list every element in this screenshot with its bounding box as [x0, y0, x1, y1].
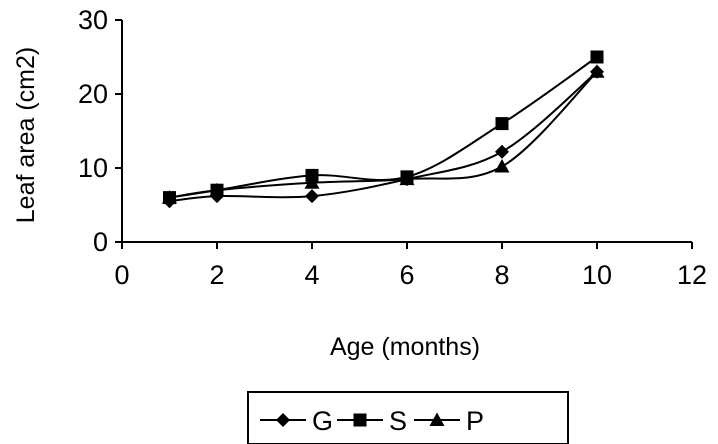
x-tick-label: 2 — [209, 260, 224, 290]
data-point-P-3 — [399, 171, 415, 186]
y-axis-title: Leaf area (cm2) — [12, 47, 40, 223]
data-point-G-4 — [495, 144, 509, 159]
series-line-G — [169, 71, 598, 203]
legend-entry-S: S — [337, 406, 407, 436]
data-point-S-4 — [495, 117, 509, 131]
y-tick-label: 20 — [78, 79, 108, 109]
legend-label: G — [312, 406, 333, 436]
data-point-P-4 — [494, 159, 510, 173]
x-axis-title: Age (months) — [330, 333, 480, 361]
y-tick-label: 0 — [93, 227, 108, 257]
legend-entry-G: G — [260, 406, 333, 436]
data-point-P-0 — [162, 190, 177, 204]
x-tick-label: 4 — [304, 260, 319, 290]
data-point-G-2 — [305, 189, 319, 204]
x-tick-label: 12 — [677, 260, 707, 290]
legend-box — [247, 391, 569, 444]
y-tick-label: 30 — [78, 5, 108, 35]
x-tick-label: 6 — [399, 260, 414, 290]
series-layer — [162, 50, 605, 209]
legend-marker-P — [429, 412, 445, 426]
axes: 0 10 20 30 0 2 4 6 8 10 12 — [78, 5, 707, 290]
x-tick-label: 10 — [582, 260, 612, 290]
legend-marker-S — [353, 413, 367, 427]
legend-marker-G — [276, 413, 290, 427]
x-tick-label: 0 — [114, 260, 129, 290]
data-point-P-2 — [304, 175, 320, 189]
data-point-S-5 — [590, 50, 604, 64]
data-point-P-1 — [209, 182, 225, 197]
x-tick-label: 8 — [494, 260, 509, 290]
legend-entry-P: P — [414, 406, 484, 436]
series-line-S — [169, 56, 598, 199]
data-point-P-5 — [589, 64, 605, 78]
y-tick-label: 10 — [78, 153, 108, 183]
series-line-P — [169, 71, 598, 199]
series-P — [162, 64, 605, 204]
legend-label: P — [466, 406, 484, 436]
legend-label: S — [389, 406, 407, 436]
